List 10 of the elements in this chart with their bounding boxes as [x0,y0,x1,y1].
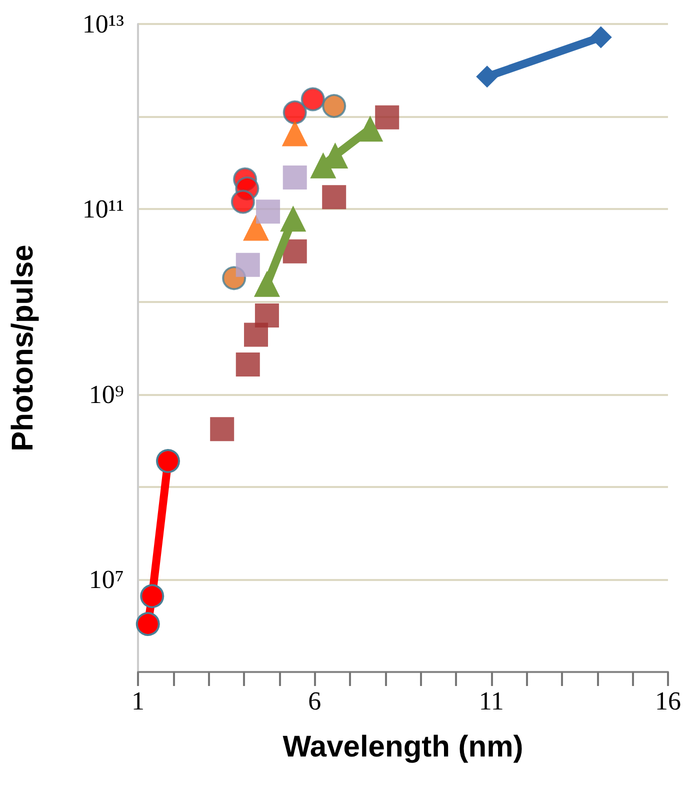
x-tick-label: 6 [308,686,322,716]
x-tick-label: 16 [655,686,681,716]
y-tick-label: 10⁹ [88,380,124,409]
x-tick-label: 1 [132,686,144,716]
y-tick-label: 10¹³ [82,10,124,38]
y-tick-label: 10¹¹ [82,194,124,224]
y-tick-label: 10⁷ [88,564,124,594]
x-tick-label: 11 [478,686,504,716]
y-axis-title: Photons/pulse [6,244,40,452]
x-axis-title: Wavelength (nm) [282,730,524,764]
